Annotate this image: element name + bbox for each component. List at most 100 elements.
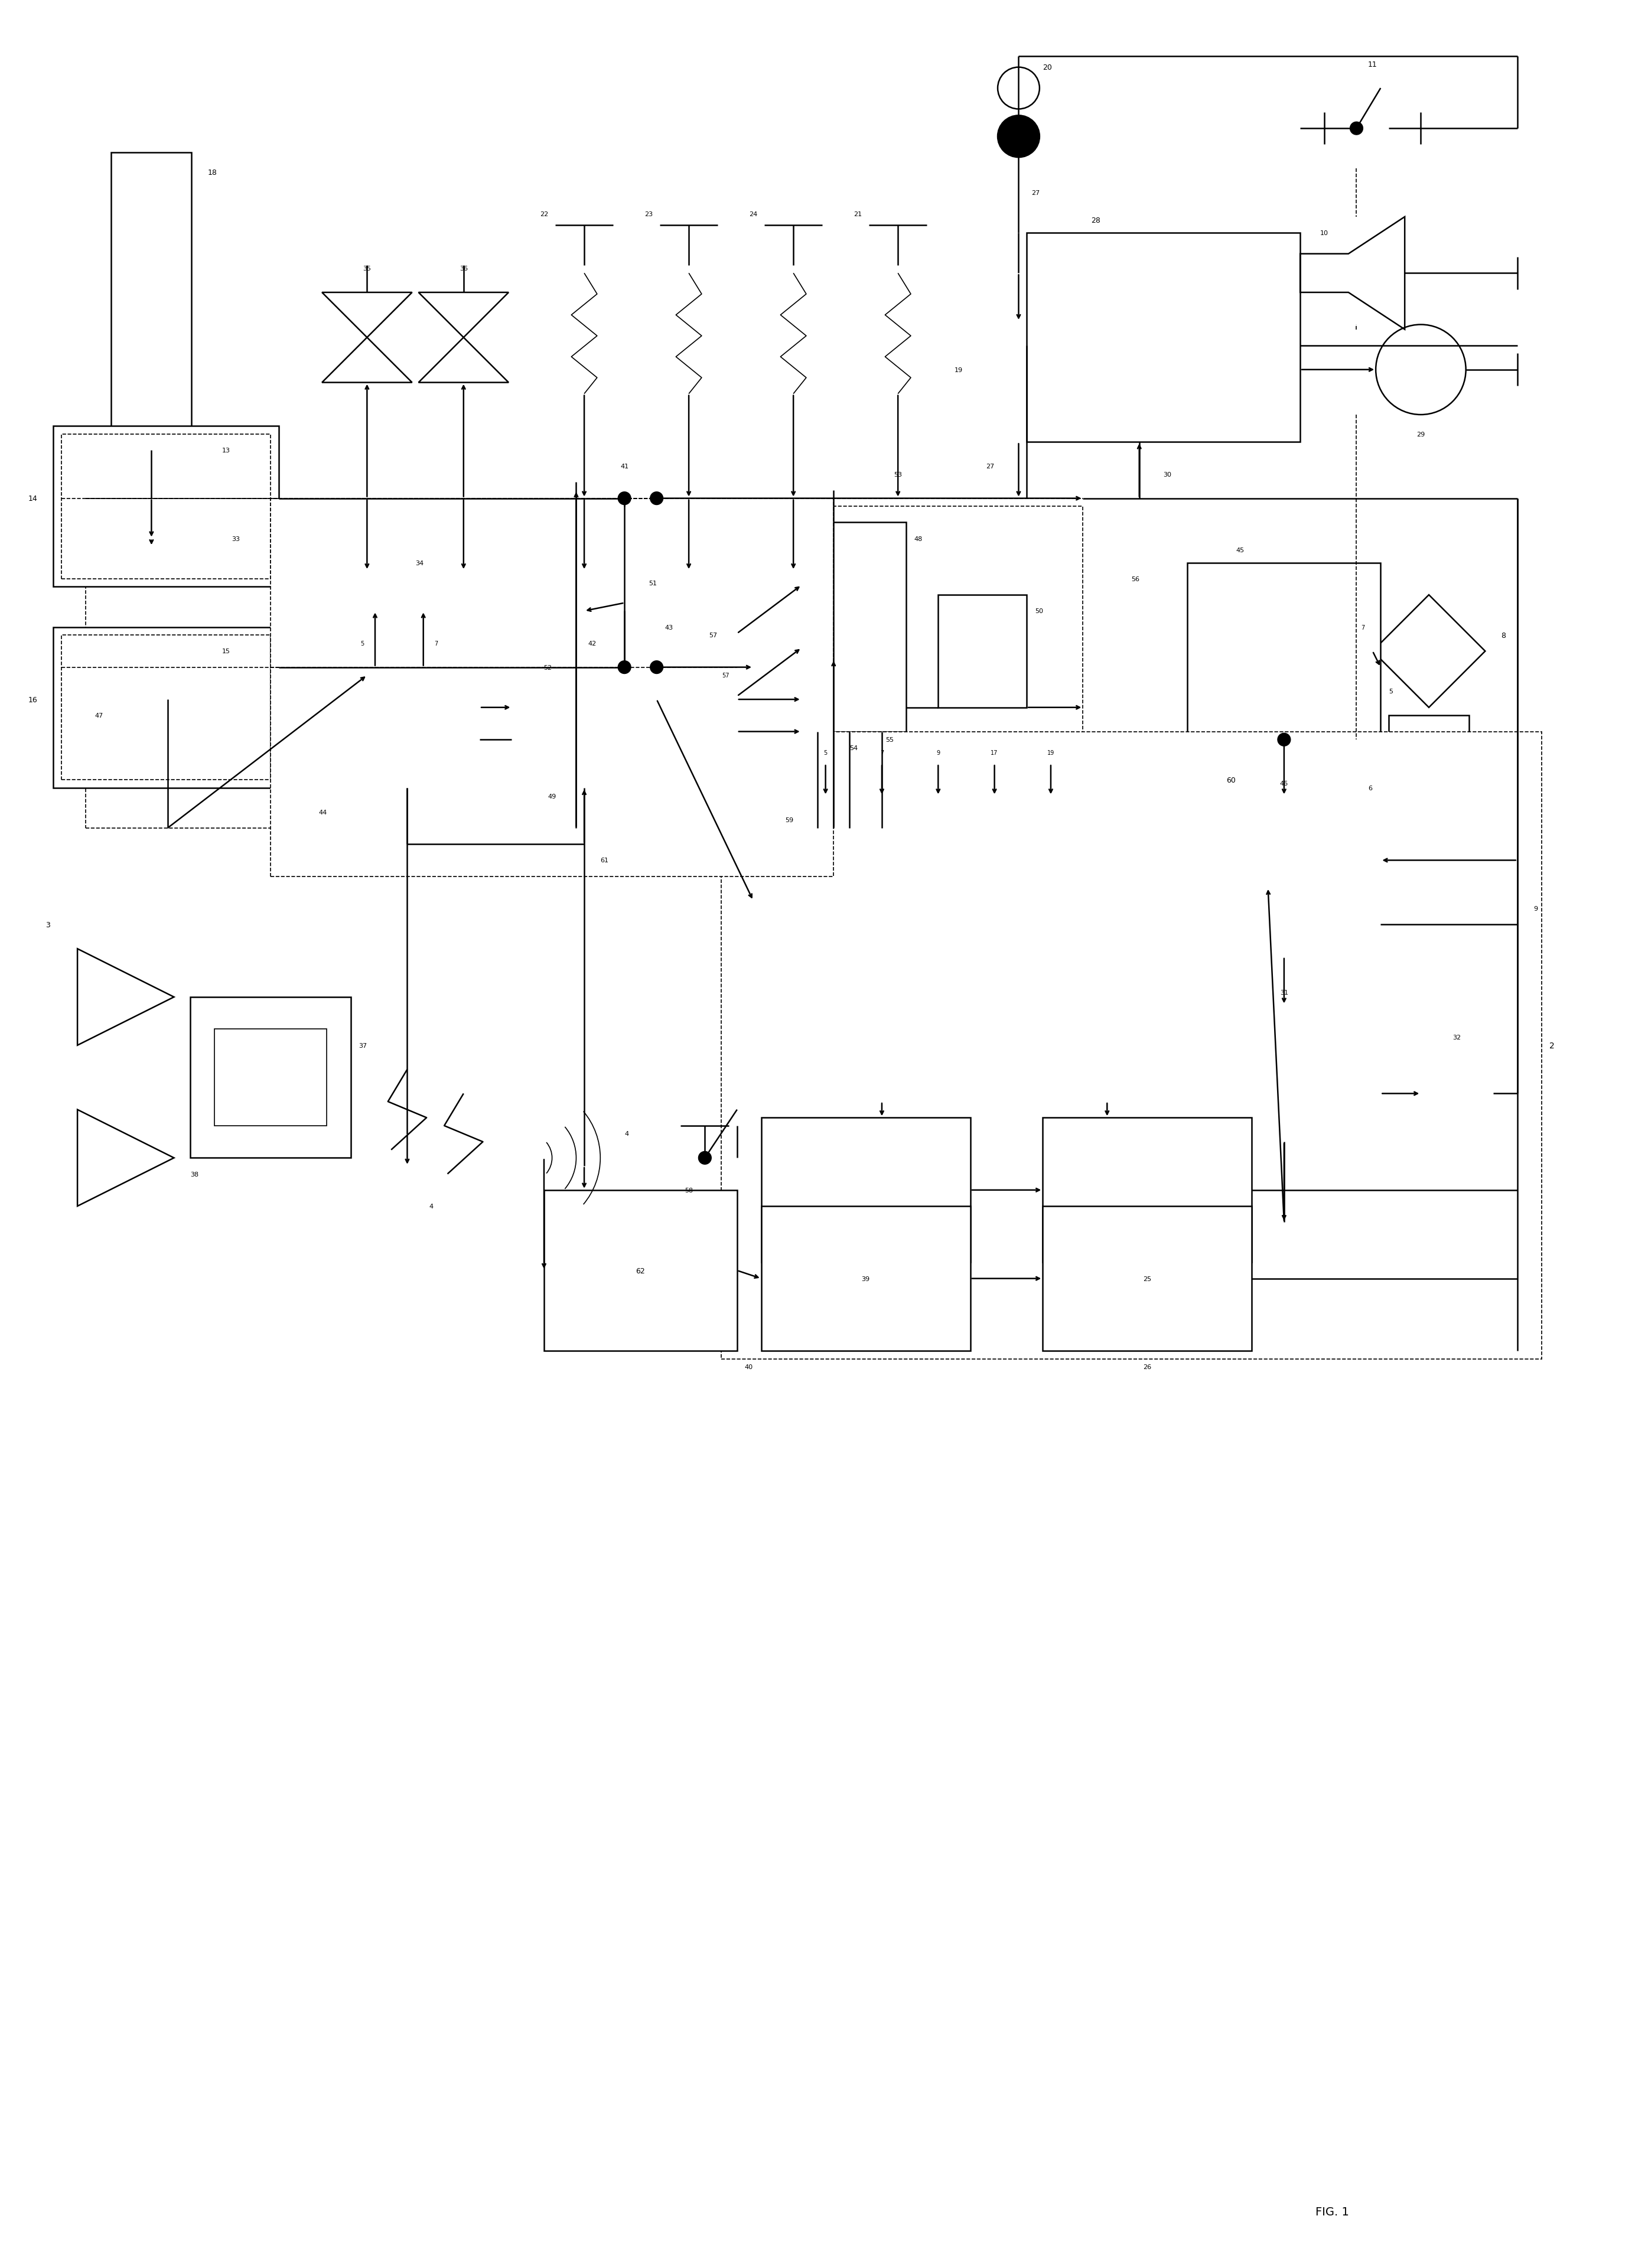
Text: 30: 30 [1164, 472, 1172, 479]
Bar [85, 506, 1082, 828]
Bar [512, 612, 657, 789]
Text: 5: 5 [824, 751, 827, 755]
Bar [270, 499, 834, 878]
Text: 44: 44 [319, 810, 327, 814]
Text: 4: 4 [625, 1132, 628, 1136]
Text: 28: 28 [1091, 218, 1100, 225]
Text: 31: 31 [1280, 989, 1288, 996]
Text: 29: 29 [1416, 431, 1426, 438]
Text: 15: 15 [222, 649, 231, 655]
Bar [801, 524, 906, 733]
Text: 7: 7 [1360, 624, 1365, 631]
Circle shape [618, 492, 631, 506]
Text: 42: 42 [589, 640, 597, 646]
Text: FIG. 1: FIG. 1 [1316, 2207, 1349, 2218]
Text: 50: 50 [1035, 608, 1043, 615]
Bar [111, 152, 191, 451]
Text: 59: 59 [785, 816, 793, 823]
Text: 57: 57 [708, 633, 718, 637]
Text: 58: 58 [685, 1188, 693, 1193]
Text: 7: 7 [435, 640, 438, 646]
Text: 32: 32 [1454, 1034, 1462, 1041]
Text: 57: 57 [721, 674, 729, 678]
Bar [721, 733, 1542, 1359]
Text: 33: 33 [232, 535, 240, 542]
Text: 22: 22 [540, 211, 548, 218]
Bar [335, 612, 479, 789]
Text: 2: 2 [1550, 1041, 1555, 1050]
Bar [762, 1207, 970, 1352]
Text: 9: 9 [937, 751, 940, 755]
Circle shape [651, 662, 664, 674]
Bar [1043, 1207, 1252, 1352]
Bar [1388, 717, 1470, 764]
Circle shape [618, 662, 631, 674]
Text: 19: 19 [1046, 751, 1055, 755]
Text: 6: 6 [1368, 785, 1372, 792]
Text: 51: 51 [649, 581, 657, 585]
Text: 8: 8 [1501, 631, 1506, 640]
Bar [754, 796, 1269, 1102]
Circle shape [1351, 122, 1364, 136]
Text: 48: 48 [914, 535, 922, 542]
Text: 23: 23 [644, 211, 652, 218]
Text: 26: 26 [1143, 1365, 1151, 1370]
Text: 16: 16 [28, 696, 38, 703]
Circle shape [997, 116, 1040, 159]
Bar [1187, 1005, 1380, 1143]
Bar [1421, 1055, 1493, 1125]
Text: 37: 37 [358, 1043, 366, 1048]
Text: 55: 55 [886, 737, 894, 744]
Bar [1187, 796, 1380, 957]
Text: 47: 47 [95, 712, 103, 719]
Text: 56: 56 [1131, 576, 1140, 583]
Bar [1027, 234, 1300, 442]
Text: 53: 53 [894, 472, 903, 479]
Text: 27: 27 [986, 463, 994, 469]
Text: 7: 7 [880, 751, 883, 755]
Text: 43: 43 [665, 624, 674, 631]
Text: 18: 18 [208, 170, 217, 177]
Text: 25: 25 [1143, 1277, 1151, 1281]
Bar [190, 998, 352, 1159]
Text: 10: 10 [1319, 231, 1328, 236]
Text: 21: 21 [853, 211, 862, 218]
Text: 35: 35 [363, 265, 371, 272]
Text: 5: 5 [1388, 689, 1393, 694]
Bar [111, 547, 224, 701]
Text: 13: 13 [222, 447, 231, 454]
Text: 20: 20 [1043, 64, 1051, 73]
Text: 54: 54 [850, 746, 858, 751]
Text: 14: 14 [28, 494, 38, 503]
Bar [54, 628, 278, 789]
Text: 40: 40 [746, 1365, 754, 1370]
Text: 60: 60 [1226, 776, 1236, 785]
Text: 45: 45 [1236, 547, 1244, 553]
Circle shape [1277, 733, 1290, 746]
Text: 49: 49 [548, 794, 556, 798]
Bar [62, 635, 270, 780]
Bar [938, 594, 1027, 708]
Bar [762, 1118, 970, 1263]
Text: 3: 3 [46, 921, 51, 930]
Text: 39: 39 [862, 1277, 870, 1281]
Bar [544, 1191, 737, 1352]
Bar [1187, 562, 1380, 739]
Text: 5: 5 [360, 640, 365, 646]
Text: 41: 41 [620, 463, 628, 469]
Bar [366, 572, 737, 780]
Text: 4: 4 [430, 1204, 433, 1209]
Circle shape [651, 492, 664, 506]
Bar [1043, 1118, 1252, 1263]
Text: 27: 27 [1032, 191, 1040, 195]
Text: 52: 52 [544, 665, 553, 671]
Text: 24: 24 [749, 211, 757, 218]
Bar [62, 435, 270, 578]
Text: 19: 19 [955, 367, 963, 372]
Text: 36: 36 [459, 265, 468, 272]
Text: 61: 61 [600, 857, 608, 864]
Text: 9: 9 [1534, 905, 1537, 912]
Text: 46: 46 [1280, 780, 1288, 787]
Bar [54, 426, 278, 587]
Text: 17: 17 [991, 751, 997, 755]
